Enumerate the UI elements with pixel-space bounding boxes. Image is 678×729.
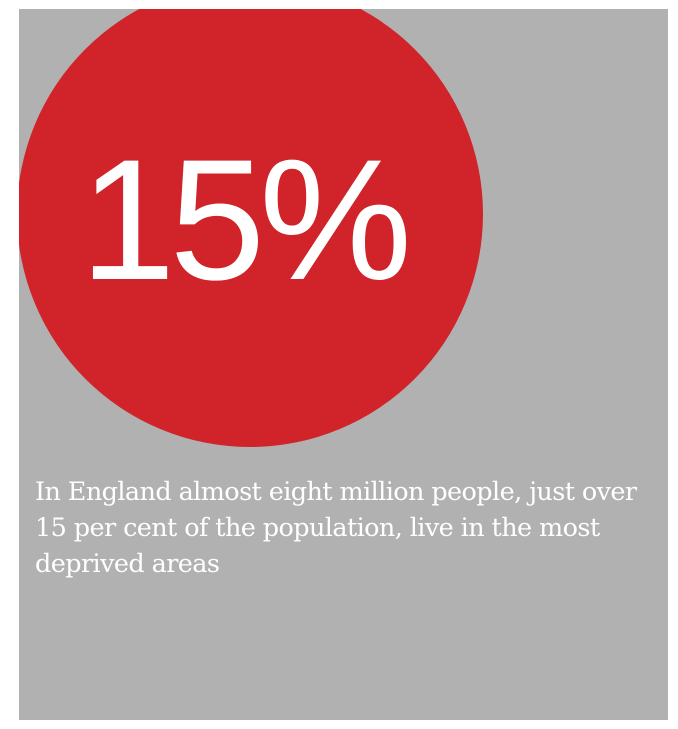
infographic-panel: 15% In England almost eight million peop…: [19, 9, 668, 720]
stat-circle: 15%: [19, 9, 483, 447]
stat-value: 15%: [79, 124, 412, 316]
stat-caption: In England almost eight million people, …: [35, 477, 637, 579]
